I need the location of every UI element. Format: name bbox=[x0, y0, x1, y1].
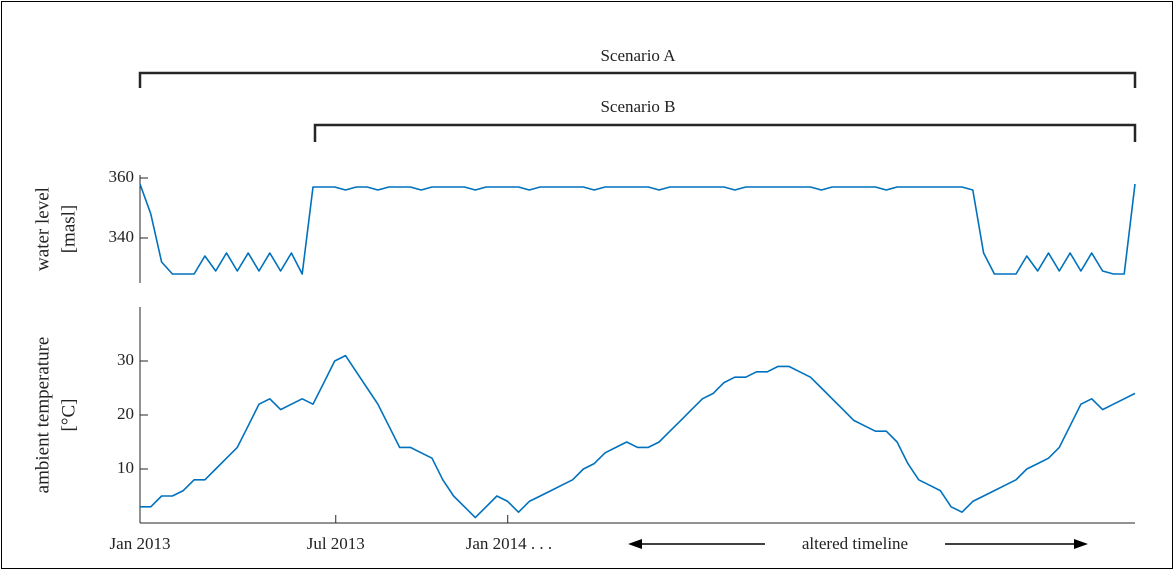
data-line bbox=[139, 183, 1136, 275]
scenario-a-label: Scenario A bbox=[600, 46, 676, 65]
y-tick-label: 30 bbox=[117, 350, 134, 369]
data-line bbox=[140, 354, 1136, 519]
y-tick-label: 360 bbox=[109, 167, 135, 186]
y-tick-label: 10 bbox=[117, 458, 134, 477]
y-axis-label: [°C] bbox=[58, 399, 79, 432]
y-axis-label: water level bbox=[32, 187, 53, 271]
y-tick-label: 20 bbox=[117, 404, 134, 423]
x-tick-label: Jan 2013 bbox=[110, 534, 171, 553]
x-tick-label: Jul 2013 bbox=[307, 534, 365, 553]
timeline-annotation: altered timeline bbox=[802, 534, 908, 553]
timeline-arrows bbox=[628, 539, 1088, 549]
y-axis-label: ambient temperature bbox=[32, 337, 53, 494]
y-axis-label: [masl] bbox=[58, 205, 79, 254]
x-tick-label: Jan 2014 . . . bbox=[466, 534, 552, 553]
scenario-b-label: Scenario B bbox=[600, 97, 675, 116]
scenario-a-bracket bbox=[138, 71, 1137, 88]
scenario-b-bracket bbox=[313, 123, 1137, 142]
y-tick-label: 340 bbox=[109, 227, 135, 246]
